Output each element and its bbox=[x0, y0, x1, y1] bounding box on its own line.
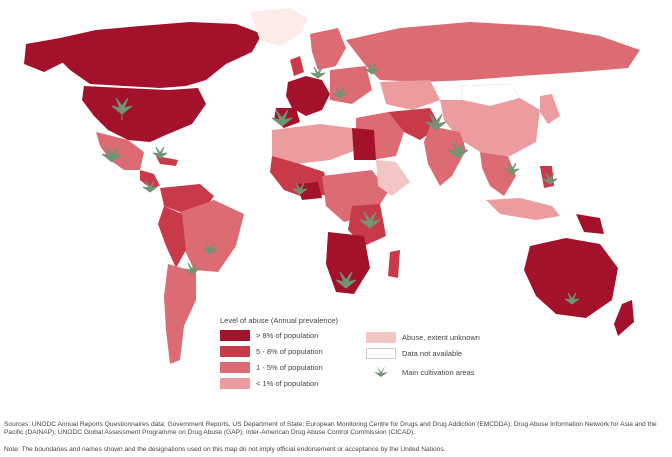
legend-item-unknown: Abuse, extent unknown bbox=[366, 332, 480, 343]
region-argentina-chile bbox=[164, 264, 196, 364]
cannabis-leaf-icon bbox=[202, 242, 218, 255]
region-india bbox=[424, 126, 466, 186]
cannabis-leaf-icon bbox=[101, 145, 123, 163]
cannabis-leaf-icon bbox=[564, 292, 580, 305]
legend-item-1to5: 1 - 5% of population bbox=[220, 362, 323, 373]
region-kazakhstan bbox=[380, 80, 440, 110]
region-eastern-europe bbox=[330, 66, 372, 104]
cannabis-leaf-icon bbox=[111, 97, 133, 120]
cannabis-leaf-icon bbox=[332, 86, 348, 99]
cannabis-leaf-icon bbox=[364, 62, 380, 75]
cannabis-leaf-icon bbox=[504, 162, 520, 175]
region-central-america bbox=[140, 170, 160, 188]
legend-item-5to8: 5 - 8% of population bbox=[220, 346, 323, 357]
cannabis-leaf-icon bbox=[447, 141, 469, 159]
legend-swatch bbox=[220, 346, 250, 357]
region-horn-of-africa bbox=[376, 160, 410, 196]
region-papua-new-guinea bbox=[576, 214, 604, 234]
region-australia bbox=[524, 238, 618, 318]
region-greenland bbox=[250, 8, 308, 46]
legend-label: 5 - 8% of population bbox=[256, 347, 323, 356]
legend-item-lt1: < 1% of population bbox=[220, 378, 318, 389]
region-new-zealand bbox=[614, 300, 634, 336]
cannabis-leaf-icon bbox=[292, 182, 308, 195]
cannabis-leaf-icon bbox=[271, 109, 293, 127]
region-mexico bbox=[96, 132, 144, 170]
legend-swatch bbox=[220, 330, 250, 341]
region-peru-bolivia bbox=[158, 206, 186, 268]
legend-item-na: Data not available bbox=[366, 348, 462, 359]
legend-label: Data not available bbox=[402, 349, 463, 358]
cannabis-leaf-icon bbox=[184, 262, 200, 275]
region-north-africa bbox=[272, 124, 356, 164]
cannabis-leaf-icon bbox=[335, 271, 357, 289]
sources-text: Sources: UNODC Annual Reports Questionna… bbox=[4, 421, 657, 436]
cannabis-leaf-icon bbox=[366, 366, 396, 378]
region-russia bbox=[346, 22, 640, 82]
cannabis-leaf-icon bbox=[310, 66, 326, 79]
region-brazil bbox=[180, 200, 244, 272]
region-korea-japan bbox=[540, 94, 560, 124]
region-southern-africa bbox=[326, 232, 370, 294]
cultivation-markers bbox=[101, 62, 580, 305]
region-usa bbox=[82, 86, 206, 142]
legend-title: Level of abuse (Annual prevalence) bbox=[220, 316, 338, 325]
legend-label: Abuse, extent unknown bbox=[402, 333, 480, 342]
region-iran-afghanistan bbox=[388, 108, 440, 140]
region-western-europe bbox=[286, 76, 330, 116]
legend-item-cultivation: Main cultivation areas bbox=[366, 366, 475, 378]
region-uk bbox=[290, 56, 304, 76]
region-egypt bbox=[352, 128, 376, 160]
cannabis-leaf-icon bbox=[142, 180, 158, 193]
disclaimer-note: Note: The boundaries and names shown and… bbox=[4, 446, 446, 453]
region-china bbox=[440, 98, 540, 156]
region-madagascar bbox=[388, 250, 400, 278]
region-scandinavia bbox=[310, 28, 346, 70]
legend-label: > 8% of population bbox=[256, 331, 319, 340]
legend-swatch bbox=[220, 362, 250, 373]
cannabis-leaf-icon bbox=[425, 113, 447, 131]
region-alaska bbox=[24, 38, 64, 72]
map-legend: Level of abuse (Annual prevalence) > 8% … bbox=[220, 316, 660, 398]
cannabis-leaf-icon bbox=[152, 146, 168, 159]
legend-item-gt8: > 8% of population bbox=[220, 330, 318, 341]
legend-label: Main cultivation areas bbox=[402, 367, 475, 377]
region-canada bbox=[56, 22, 262, 88]
legend-swatch bbox=[366, 332, 396, 343]
cannabis-leaf-icon bbox=[359, 211, 381, 229]
legend-label: 1 - 5% of population bbox=[256, 363, 323, 372]
legend-swatch bbox=[366, 348, 396, 359]
legend-label: < 1% of population bbox=[256, 379, 319, 388]
map-canvas bbox=[24, 8, 640, 364]
cannabis-leaf-icon bbox=[542, 172, 558, 185]
world-map bbox=[24, 8, 640, 364]
region-indonesia bbox=[486, 198, 560, 220]
region-southeast-asia bbox=[480, 152, 516, 196]
region-caribbean bbox=[156, 156, 178, 166]
legend-swatch bbox=[220, 378, 250, 389]
